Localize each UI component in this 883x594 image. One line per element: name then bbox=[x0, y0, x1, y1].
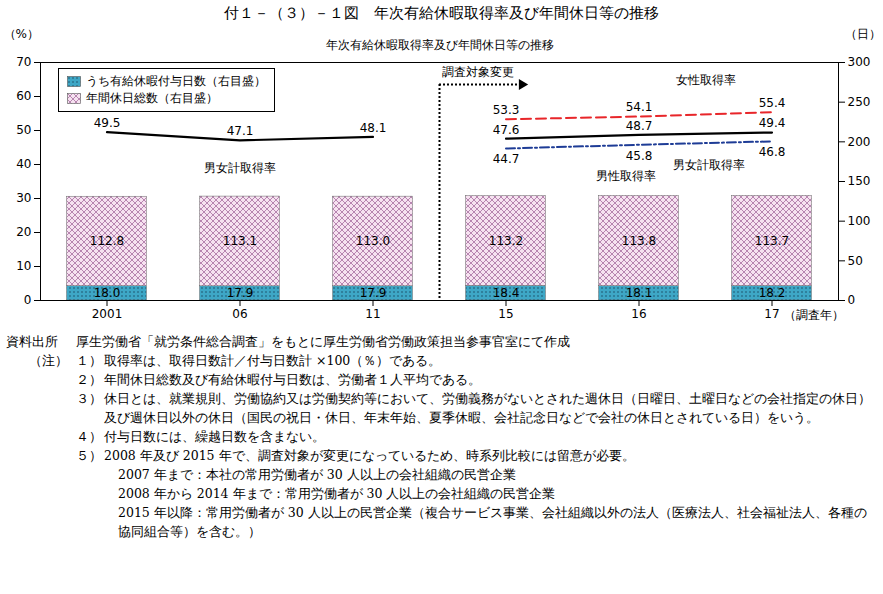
svg-text:54.1: 54.1 bbox=[626, 100, 653, 114]
html-text:１） 取得率は、取得日数計／付与日数計 ×100（％）である: １） 取得率は、取得日数計／付与日数計 ×100（％）である。 bbox=[76, 353, 442, 368]
svg-text:年次有給休暇取得率及び年間休日等の推移: 年次有給休暇取得率及び年間休日等の推移 bbox=[326, 38, 554, 52]
html-text:2007 年まで：本社の常用労働者が 30 人以上の会社組織: 2007 年まで：本社の常用労働者が 30 人以上の会社組織の民営企業 bbox=[118, 467, 516, 482]
svg-text:17.9: 17.9 bbox=[227, 286, 254, 300]
html-text:2008 年から 2014 年まで：常用労働者が 30 人以: 2008 年から 2014 年まで：常用労働者が 30 人以上の会社組織の民営企… bbox=[118, 486, 556, 501]
svg-text:113.0: 113.0 bbox=[356, 234, 390, 248]
svg-text:46.8: 46.8 bbox=[759, 145, 786, 159]
svg-text:男女計取得率: 男女計取得率 bbox=[204, 161, 276, 175]
svg-text:10: 10 bbox=[16, 259, 31, 273]
svg-text:55.4: 55.4 bbox=[759, 96, 786, 110]
svg-text:113.7: 113.7 bbox=[755, 234, 789, 248]
svg-text:06: 06 bbox=[232, 307, 247, 321]
html-text:厚生労働省「就労条件総合調査」をもとに厚生労働省労働政策担当: 厚生労働省「就労条件総合調査」をもとに厚生労働省労働政策担当参事官室にて作成 bbox=[76, 334, 570, 349]
svg-text:113.1: 113.1 bbox=[223, 234, 257, 248]
svg-text:100: 100 bbox=[848, 214, 871, 228]
svg-text:調査対象変更: 調査対象変更 bbox=[442, 65, 514, 79]
svg-text:48.7: 48.7 bbox=[626, 119, 653, 133]
svg-text:113.8: 113.8 bbox=[622, 234, 656, 248]
html-text:うち有給休暇付与日数（右目盛）: うち有給休暇付与日数（右目盛） bbox=[86, 74, 266, 88]
html-text:５） 2008 年及び 2015 年で、調査対象が変更になっ: ５） 2008 年及び 2015 年で、調査対象が変更になっているため、時系列比… bbox=[76, 448, 635, 463]
svg-text:18.4: 18.4 bbox=[493, 286, 520, 300]
svg-text:（%）: （%） bbox=[4, 27, 39, 41]
svg-text:女性取得率: 女性取得率 bbox=[676, 73, 736, 87]
html-text:付１－（３）－１図 年次有給休暇取得率及び年間休日等の推移: 付１－（３）－１図 年次有給休暇取得率及び年間休日等の推移 bbox=[224, 4, 659, 22]
svg-text:44.7: 44.7 bbox=[493, 152, 520, 166]
svg-text:60: 60 bbox=[16, 89, 31, 103]
svg-text:（調査年）: （調査年） bbox=[784, 308, 844, 322]
svg-text:18.0: 18.0 bbox=[94, 286, 121, 300]
html-text:（注）: （注） bbox=[29, 353, 68, 368]
svg-text:113.2: 113.2 bbox=[489, 234, 523, 248]
svg-text:11: 11 bbox=[365, 307, 380, 321]
svg-text:（日）: （日） bbox=[845, 27, 881, 41]
svg-text:48.1: 48.1 bbox=[360, 121, 387, 135]
svg-text:50: 50 bbox=[16, 123, 31, 137]
svg-text:男性取得率: 男性取得率 bbox=[596, 169, 656, 183]
svg-text:49.5: 49.5 bbox=[94, 116, 121, 130]
svg-text:30: 30 bbox=[16, 191, 31, 205]
svg-text:0: 0 bbox=[24, 293, 32, 307]
svg-text:47.6: 47.6 bbox=[493, 123, 520, 137]
html-text:３） 休日とは、就業規則、労働協約又は労働契約等において、労: ３） 休日とは、就業規則、労働協約又は労働契約等において、労働義務がないとされた… bbox=[76, 391, 871, 425]
svg-text:40: 40 bbox=[16, 157, 31, 171]
svg-text:16: 16 bbox=[631, 307, 646, 321]
svg-text:20: 20 bbox=[16, 225, 31, 239]
svg-text:男女計取得率: 男女計取得率 bbox=[673, 158, 745, 172]
svg-text:47.1: 47.1 bbox=[227, 124, 254, 138]
svg-text:15: 15 bbox=[498, 307, 513, 321]
svg-text:2001: 2001 bbox=[92, 307, 123, 321]
html-text:４） 付与日数には、繰越日数を含まない。: ４） 付与日数には、繰越日数を含まない。 bbox=[76, 429, 325, 444]
svg-text:17.9: 17.9 bbox=[360, 286, 387, 300]
html-text:２） 年間休日総数及び有給休暇付与日数は、労働者１人平均であ: ２） 年間休日総数及び有給休暇付与日数は、労働者１人平均である。 bbox=[76, 372, 481, 387]
svg-text:45.8: 45.8 bbox=[626, 149, 653, 163]
html-text:2015 年以降：常用労働者が 30 人以上の民営企業（複合: 2015 年以降：常用労働者が 30 人以上の民営企業（複合サービス事業、会社組… bbox=[118, 505, 867, 539]
svg-text:53.3: 53.3 bbox=[493, 103, 520, 117]
svg-text:18.2: 18.2 bbox=[759, 286, 786, 300]
svg-text:250: 250 bbox=[848, 95, 871, 109]
html-text:資料出所: 資料出所 bbox=[6, 334, 58, 349]
svg-text:18.1: 18.1 bbox=[626, 286, 653, 300]
svg-text:49.4: 49.4 bbox=[759, 116, 786, 130]
svg-text:17: 17 bbox=[764, 307, 779, 321]
svg-text:150: 150 bbox=[848, 174, 871, 188]
html-text:年間休日総数（右目盛）: 年間休日総数（右目盛） bbox=[86, 91, 218, 105]
svg-text:0: 0 bbox=[848, 293, 856, 307]
svg-text:300: 300 bbox=[848, 55, 871, 69]
svg-text:200: 200 bbox=[848, 135, 871, 149]
svg-text:70: 70 bbox=[16, 55, 31, 69]
svg-text:112.8: 112.8 bbox=[90, 234, 124, 248]
svg-text:50: 50 bbox=[848, 254, 863, 268]
